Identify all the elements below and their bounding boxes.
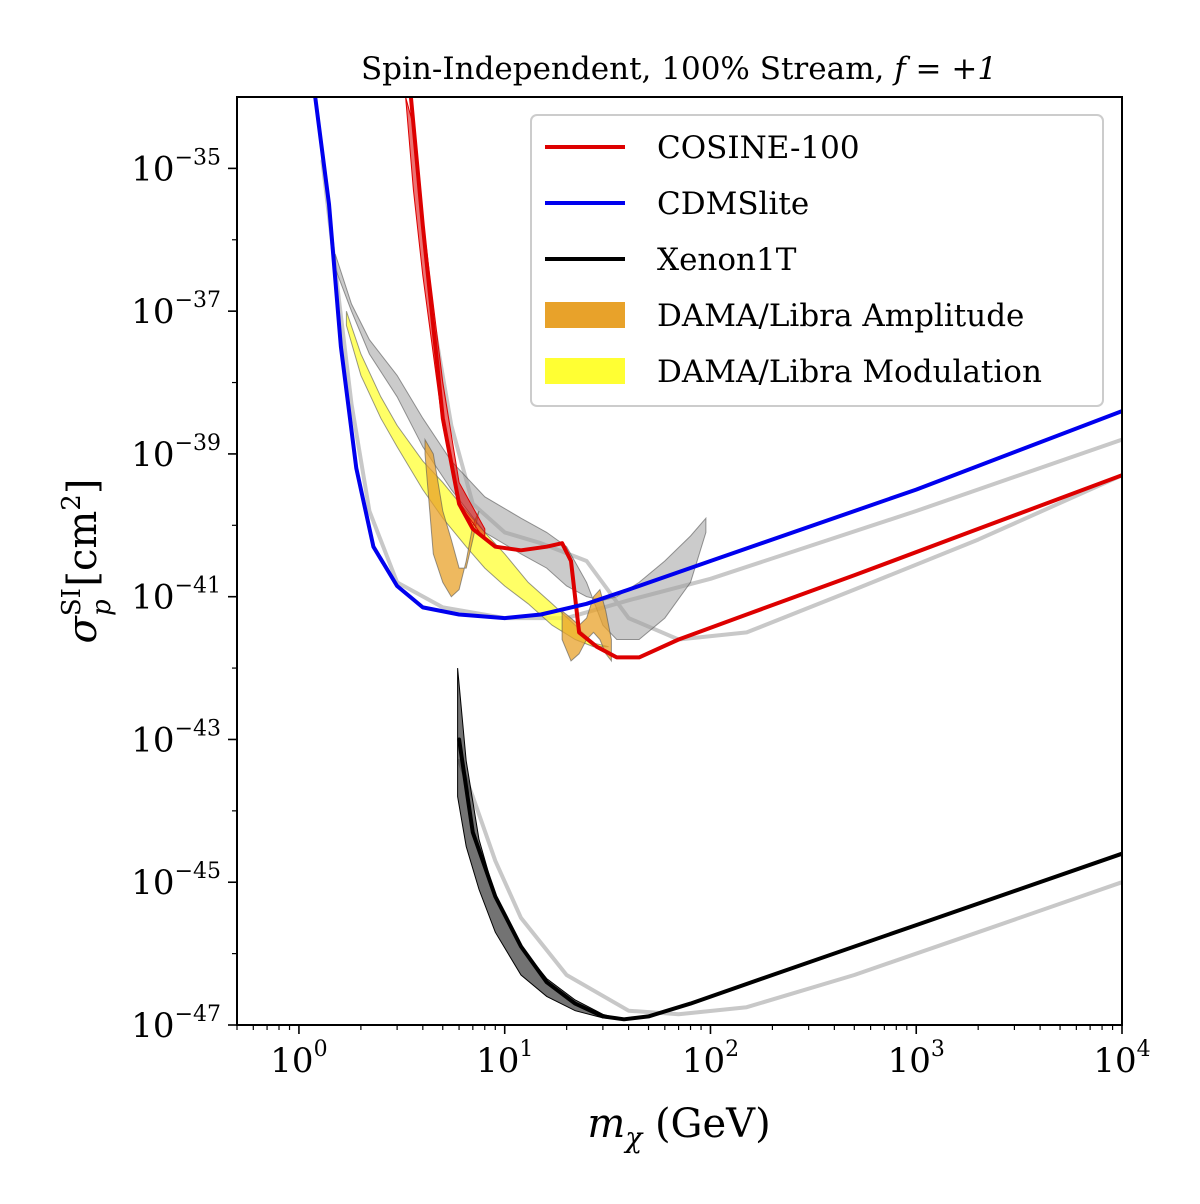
legend-swatch (545, 358, 625, 384)
x-tick-label: 102 (682, 1037, 739, 1081)
y-axis-symbol: σ (60, 614, 106, 643)
y-tick-label: 10−47 (131, 1002, 221, 1046)
region-dama-libra-amplitude-low (561, 588, 612, 663)
y-axis-unit: [cm (60, 511, 106, 600)
legend-item-dama-libra-amplitude: DAMA/Libra Amplitude (545, 298, 1024, 334)
legend-item-cdmslite: CDMSlite (545, 186, 809, 222)
x-tick-label: 103 (888, 1037, 945, 1081)
tick-layer: 100 101 102 103 104 10−35 10−37 10−39 10−41 10−43… (131, 145, 1150, 1081)
series-line-xenon1t (457, 737, 1122, 1022)
legend-item-dama-libra-modulation: DAMA/Libra Modulation (545, 354, 1042, 390)
legend-label: DAMA/Libra Amplitude (657, 298, 1024, 334)
axes-frame (236, 96, 1123, 1026)
line-layer (313, 97, 1122, 1022)
series-line-cdmslite (313, 97, 1122, 621)
legend-label: COSINE-100 (657, 130, 860, 166)
chart-title: Spin-Independent, 100% Stream, f = +1 (361, 51, 997, 87)
y-tick-label: 10−45 (131, 859, 221, 903)
y-axis-unit-close: ] (60, 479, 106, 495)
legend-box (530, 114, 1104, 407)
y-tick-label: 10−43 (131, 716, 221, 760)
x-tick-label: 101 (476, 1037, 533, 1081)
legend-swatch (545, 302, 625, 328)
reference-line-xenon1t-reference-grey (457, 758, 1122, 1017)
y-axis-subscript: p (87, 599, 117, 616)
x-axis-label: mχ (GeV) (587, 1101, 770, 1154)
chart-title-text: Spin-Independent, 100% Stream, (361, 51, 894, 87)
x-axis-subscript: χ (623, 1121, 644, 1154)
legend-label: CDMSlite (657, 186, 809, 222)
x-tick-label: 100 (270, 1037, 327, 1081)
region-layer (320, 159, 1122, 1017)
chart-title-math: f = +1 (892, 51, 997, 87)
legend: COSINE-100 CDMSlite Xenon1T DAMA/Libra Ampl… (530, 114, 1104, 407)
legend-label: Xenon1T (657, 242, 797, 278)
y-tick-label: 10−39 (131, 431, 221, 475)
x-axis-symbol: m (587, 1101, 625, 1147)
x-axis-unit: (GeV) (642, 1101, 770, 1147)
legend-label: DAMA/Libra Modulation (657, 354, 1042, 390)
x-tick-label: 104 (1093, 1037, 1150, 1081)
band-xenon1t-band (457, 668, 622, 1020)
y-axis-label: σSIp [cm2] (57, 479, 117, 644)
legend-items: COSINE-100 CDMSlite Xenon1T DAMA/Libra Ampl… (545, 130, 1042, 390)
y-axis-unit-superscript: 2 (57, 494, 87, 511)
reference-line-cdmslite-reference-grey (320, 159, 1122, 621)
y-tick-label: 10−35 (131, 145, 221, 189)
legend-item-cosine-100: COSINE-100 (545, 130, 860, 166)
y-tick-label: 10−37 (131, 288, 221, 332)
legend-item-xenon1t: Xenon1T (545, 242, 797, 278)
y-axis-superscript: SI (57, 588, 87, 616)
y-tick-label: 10−41 (131, 574, 221, 618)
series-line-cosine-100 (408, 97, 1122, 660)
